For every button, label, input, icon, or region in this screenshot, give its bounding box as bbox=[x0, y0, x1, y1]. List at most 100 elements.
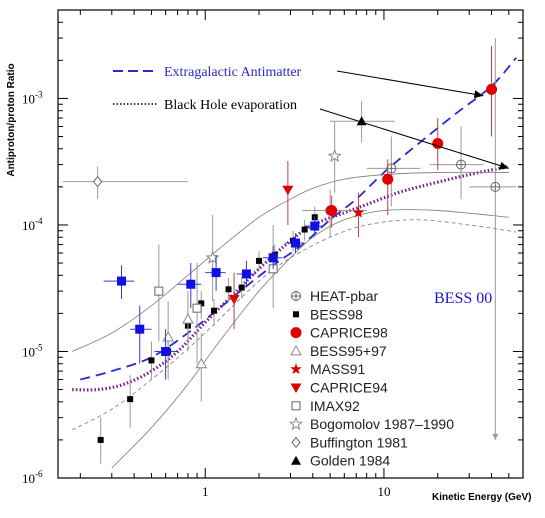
data-point bbox=[161, 346, 171, 356]
data-point bbox=[486, 83, 498, 95]
x-axis-title: Kinetic Energy (GeV) bbox=[432, 492, 531, 503]
legend-label: MASS91 bbox=[310, 361, 365, 377]
curve-black-hole bbox=[72, 164, 510, 392]
legend-label: IMAX92 bbox=[310, 398, 360, 414]
data-point bbox=[225, 286, 232, 293]
data-point bbox=[282, 185, 294, 196]
legend-label: BESS98 bbox=[310, 306, 363, 322]
y-axis-title: Antiproton/proton Ratio bbox=[6, 63, 17, 176]
data-point bbox=[186, 279, 196, 289]
data-point bbox=[456, 159, 467, 170]
y-tick-label: 10-6 bbox=[22, 469, 43, 486]
data-point bbox=[268, 253, 278, 263]
annotation-arrowhead bbox=[473, 90, 484, 99]
y-tick-label: 10-4 bbox=[22, 216, 43, 233]
series-bogomolov-1987-1990 bbox=[205, 122, 342, 302]
x-tick-label: 10 bbox=[377, 484, 390, 499]
curve-band-upper bbox=[72, 171, 509, 352]
data-point bbox=[310, 221, 320, 231]
data-point bbox=[386, 163, 397, 174]
y-tick-label: 10-5 bbox=[22, 342, 43, 359]
data-point bbox=[93, 175, 103, 188]
data-point bbox=[135, 324, 145, 334]
legend-marker bbox=[293, 311, 299, 318]
data-point bbox=[192, 303, 202, 313]
legend-marker bbox=[290, 344, 302, 356]
bess00-label: BESS 00 bbox=[434, 290, 492, 307]
annotation-label: Extragalactic Antimatter bbox=[164, 65, 302, 80]
data-point bbox=[127, 396, 134, 403]
data-point bbox=[238, 284, 245, 291]
data-point bbox=[256, 257, 263, 264]
data-point bbox=[97, 436, 104, 443]
legend-item: MASS91 bbox=[290, 361, 365, 377]
data-point bbox=[327, 148, 342, 163]
y-axis: 10-6 10-5 10-4 10-3 bbox=[22, 9, 523, 486]
data-point bbox=[211, 268, 221, 278]
data-point bbox=[117, 276, 127, 286]
marker-cross bbox=[291, 291, 301, 301]
data-point bbox=[291, 238, 301, 248]
legend-marker bbox=[290, 327, 302, 339]
legend-item: CAPRICE98 bbox=[290, 325, 388, 341]
legend-marker bbox=[291, 436, 301, 449]
upper-limit-arrow bbox=[492, 433, 499, 440]
legend-label: Buffington 1981 bbox=[310, 434, 408, 450]
legend-marker bbox=[290, 363, 302, 375]
series-golden-1984 bbox=[330, 101, 395, 143]
legend-label: CAPRICE98 bbox=[310, 325, 388, 341]
annotation-label: Black Hole evaporation bbox=[164, 98, 297, 113]
data-point bbox=[205, 250, 220, 264]
legend-label: HEAT-pbar bbox=[310, 288, 379, 304]
legend-marker bbox=[288, 416, 304, 431]
data-point bbox=[352, 206, 365, 218]
legend-marker bbox=[291, 455, 301, 465]
legend-item: Buffington 1981 bbox=[291, 434, 408, 450]
data-point bbox=[195, 357, 208, 369]
data-point bbox=[211, 307, 218, 314]
data-point bbox=[228, 294, 240, 305]
legend-label: BESS95+97 bbox=[310, 343, 387, 359]
legend-marker bbox=[291, 291, 301, 301]
legend-item: CAPRICE94 bbox=[290, 380, 388, 396]
x-axis: 1 10 bbox=[79, 10, 524, 499]
data-points bbox=[63, 38, 517, 464]
curve-band-lower bbox=[111, 209, 509, 469]
legend-label: Golden 1984 bbox=[310, 453, 390, 469]
annotation-arrow bbox=[319, 108, 509, 169]
series-caprice94 bbox=[228, 161, 294, 330]
legend-item: BESS98 bbox=[293, 306, 363, 322]
model-annotations: Extragalactic Antimatter Black Hole evapo… bbox=[113, 65, 509, 170]
annotation-arrow bbox=[336, 70, 484, 97]
data-point bbox=[432, 138, 444, 150]
series-caprice98 bbox=[326, 45, 498, 228]
legend-item: HEAT-pbar bbox=[291, 288, 379, 304]
data-point bbox=[182, 313, 194, 324]
annotation-arrowhead bbox=[499, 161, 509, 170]
series-bess00 bbox=[103, 216, 324, 380]
legend-marker bbox=[290, 383, 302, 393]
series-buffington-1981 bbox=[63, 166, 188, 200]
marker-cross bbox=[386, 163, 396, 173]
data-point bbox=[154, 286, 164, 296]
legend-item: Bogomolov 1987–1990 bbox=[288, 416, 454, 432]
data-point bbox=[301, 226, 308, 233]
marker-cross bbox=[456, 160, 466, 170]
data-point bbox=[490, 181, 501, 192]
data-point bbox=[162, 331, 174, 342]
legend-marker bbox=[291, 401, 301, 411]
data-point bbox=[241, 269, 251, 279]
x-tick-label: 1 bbox=[202, 484, 209, 499]
series-mass91 bbox=[352, 192, 365, 238]
legend-label: CAPRICE94 bbox=[310, 380, 388, 396]
legend-item: BESS95+97 bbox=[290, 343, 387, 359]
legend-item: Golden 1984 bbox=[291, 453, 390, 469]
data-point bbox=[198, 300, 205, 307]
data-point bbox=[326, 205, 338, 217]
plot-frame bbox=[57, 9, 524, 479]
legend: HEAT-pbar BESS98 CAPRICE98 BESS95+97 MASS91 C… bbox=[288, 288, 454, 469]
legend-item: IMAX92 bbox=[291, 398, 360, 414]
legend-label: Bogomolov 1987–1990 bbox=[310, 416, 454, 432]
y-tick-label: 10-3 bbox=[22, 89, 43, 106]
